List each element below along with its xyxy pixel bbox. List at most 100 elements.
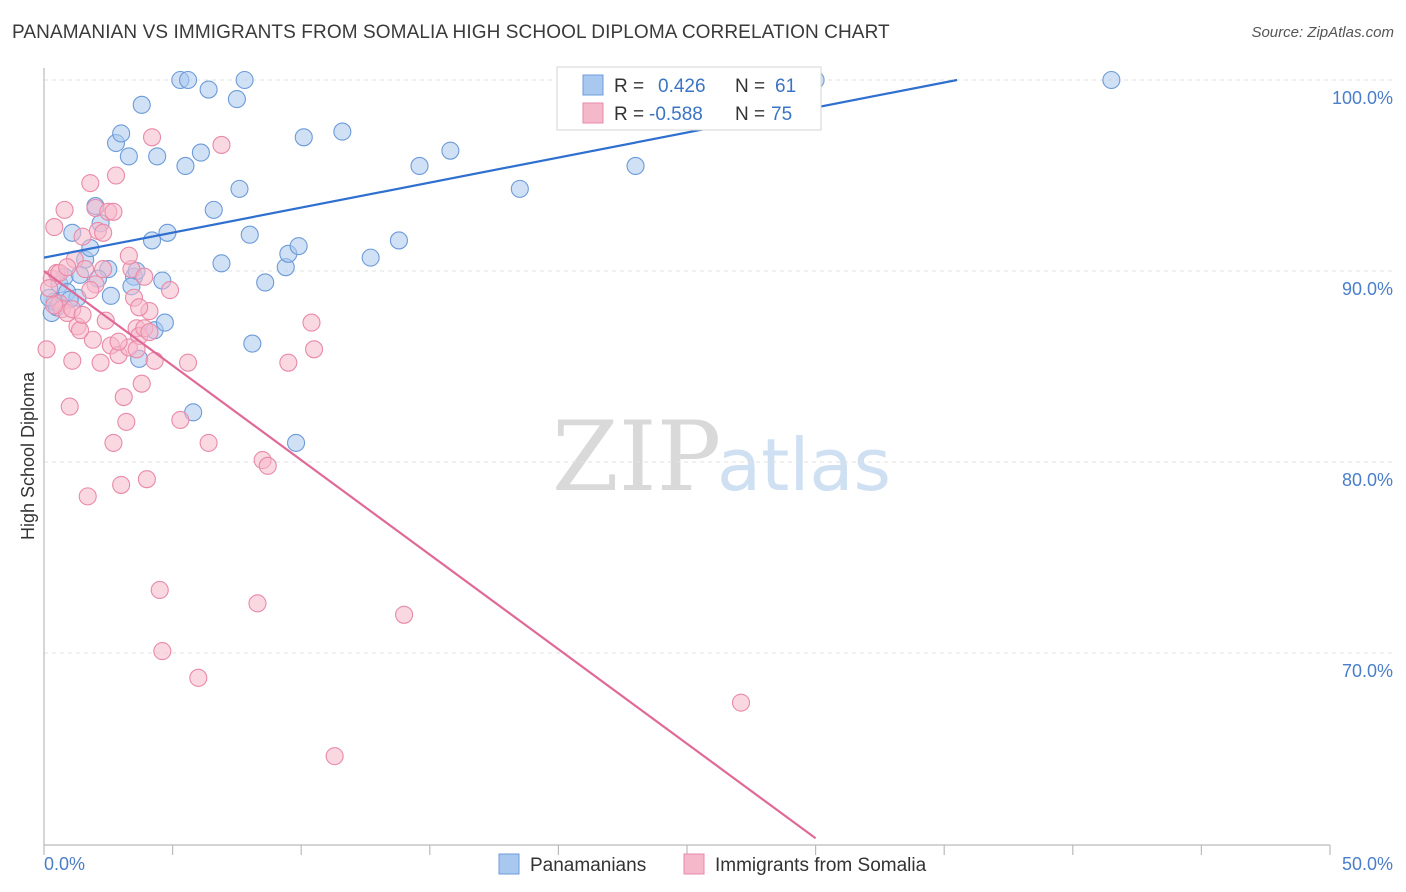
point-somalia bbox=[137, 470, 156, 489]
legend-n-label-blue: N = bbox=[735, 76, 765, 97]
series-legend-swatch-blue bbox=[498, 853, 520, 875]
point-somalia bbox=[731, 693, 751, 712]
point-somalia bbox=[150, 580, 169, 600]
point-somalia bbox=[58, 258, 77, 277]
watermark-atlas: atlas bbox=[717, 423, 891, 507]
point-panamanians bbox=[626, 156, 645, 175]
series-legend-swatch-pink bbox=[683, 853, 705, 875]
point-panamanians bbox=[235, 70, 254, 90]
x-tick-label-min: 0.0% bbox=[44, 854, 85, 874]
point-panamanians bbox=[256, 273, 275, 292]
point-somalia bbox=[104, 202, 123, 221]
y-tick-label: 100.0% bbox=[1332, 88, 1393, 108]
point-somalia bbox=[109, 332, 128, 351]
legend-r-label-pink: R = bbox=[614, 104, 644, 125]
point-somalia bbox=[96, 311, 115, 330]
point-somalia bbox=[171, 410, 190, 430]
x-tick-label-max: 50.0% bbox=[1342, 854, 1393, 874]
point-somalia bbox=[189, 668, 208, 687]
legend-swatch-blue bbox=[582, 74, 604, 96]
gridlines bbox=[44, 79, 1393, 654]
y-tick-label: 80.0% bbox=[1342, 470, 1393, 490]
chart-source: Source: ZipAtlas.com bbox=[1251, 24, 1394, 41]
x-ticks bbox=[43, 845, 1331, 855]
chart-title: PANAMANIAN VS IMMIGRANTS FROM SOMALIA HI… bbox=[12, 22, 890, 43]
point-somalia bbox=[117, 412, 136, 431]
point-somalia bbox=[60, 397, 79, 416]
legend-n-value-blue: 61 bbox=[775, 76, 796, 97]
point-panamanians bbox=[178, 70, 198, 90]
point-panamanians bbox=[155, 313, 174, 332]
point-somalia bbox=[81, 281, 100, 300]
point-panamanians bbox=[287, 433, 306, 452]
point-somalia bbox=[395, 605, 414, 624]
point-panamanians bbox=[132, 95, 151, 114]
legend-r-value-pink: -0.588 bbox=[649, 104, 703, 125]
trend-line-somalia bbox=[43, 270, 817, 840]
legend-swatch-pink bbox=[582, 102, 604, 124]
point-somalia bbox=[91, 353, 110, 372]
point-somalia bbox=[76, 260, 95, 279]
watermark-zip: ZIP bbox=[552, 401, 721, 513]
point-somalia bbox=[153, 642, 172, 661]
point-panamanians bbox=[240, 225, 259, 244]
point-somalia bbox=[94, 223, 113, 242]
point-somalia bbox=[140, 323, 159, 342]
point-somalia bbox=[55, 200, 74, 219]
y-tick-label: 90.0% bbox=[1342, 279, 1393, 299]
point-panamanians bbox=[389, 231, 408, 250]
point-panamanians bbox=[101, 286, 120, 305]
legend-n-label-pink: N = bbox=[735, 104, 765, 125]
point-somalia bbox=[135, 267, 154, 286]
point-somalia bbox=[112, 475, 131, 494]
point-somalia bbox=[305, 340, 324, 359]
series-somalia bbox=[37, 128, 751, 766]
point-somalia bbox=[81, 174, 100, 193]
point-somalia bbox=[258, 456, 277, 475]
point-panamanians bbox=[410, 156, 429, 175]
series-legend-label-pink: Immigrants from Somalia bbox=[715, 855, 927, 876]
point-somalia bbox=[132, 374, 151, 393]
point-panamanians bbox=[204, 200, 223, 219]
point-panamanians bbox=[333, 122, 352, 141]
point-somalia bbox=[63, 351, 82, 370]
point-panamanians bbox=[1102, 70, 1121, 90]
stats-legend: R = 0.426 N = 61 R = -0.588 N = 75 bbox=[556, 66, 822, 131]
point-panamanians bbox=[230, 179, 249, 198]
point-somalia bbox=[104, 433, 123, 452]
point-panamanians bbox=[243, 334, 262, 353]
point-somalia bbox=[160, 281, 180, 300]
point-somalia bbox=[40, 279, 59, 298]
legend-n-value-pink: 75 bbox=[771, 104, 792, 125]
point-panamanians bbox=[294, 128, 313, 147]
point-somalia bbox=[70, 321, 90, 340]
point-panamanians bbox=[361, 248, 380, 267]
point-somalia bbox=[130, 298, 149, 317]
point-somalia bbox=[73, 227, 92, 246]
point-panamanians bbox=[148, 147, 167, 166]
point-somalia bbox=[114, 388, 133, 407]
point-somalia bbox=[199, 433, 218, 452]
point-somalia bbox=[302, 313, 321, 332]
point-somalia bbox=[142, 128, 162, 147]
point-panamanians bbox=[191, 143, 210, 162]
point-somalia bbox=[45, 296, 64, 315]
point-panamanians bbox=[119, 147, 138, 166]
point-somalia bbox=[119, 246, 138, 265]
point-somalia bbox=[37, 340, 56, 359]
point-somalia bbox=[45, 218, 64, 237]
point-somalia bbox=[212, 135, 231, 154]
series-legend-label-blue: Panamanians bbox=[530, 855, 646, 876]
y-tick-label: 70.0% bbox=[1342, 661, 1393, 681]
point-somalia bbox=[127, 340, 146, 359]
point-panamanians bbox=[112, 124, 131, 143]
point-somalia bbox=[73, 305, 92, 324]
point-somalia bbox=[248, 594, 267, 613]
legend-r-value-blue: 0.426 bbox=[658, 76, 706, 97]
point-panamanians bbox=[199, 80, 218, 99]
point-panamanians bbox=[441, 141, 460, 160]
point-panamanians bbox=[227, 90, 246, 109]
point-somalia bbox=[78, 487, 97, 506]
point-somalia bbox=[145, 351, 164, 370]
